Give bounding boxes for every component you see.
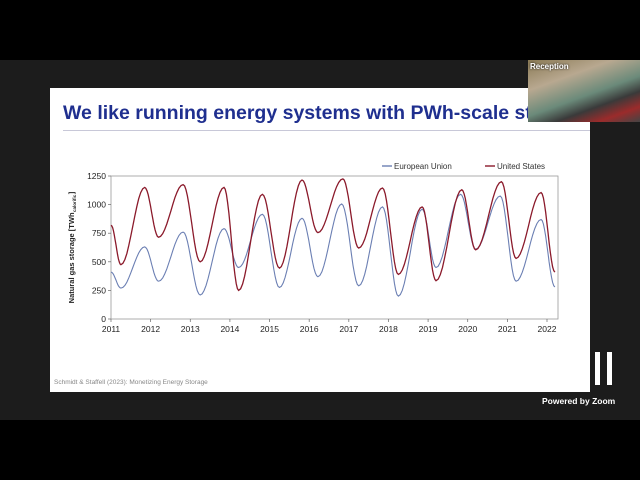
y-tick-label: 0	[101, 314, 106, 324]
legend-label: European Union	[394, 162, 452, 171]
x-tick-label: 2013	[181, 324, 200, 334]
x-tick-label: 2011	[102, 324, 121, 334]
x-tick-label: 2017	[339, 324, 358, 334]
x-tick-label: 2022	[538, 324, 557, 334]
y-tick-label: 1000	[87, 200, 106, 210]
series-line-european-union	[110, 193, 556, 297]
title-divider	[63, 130, 590, 131]
plot-area	[110, 175, 559, 320]
y-tick-label: 250	[92, 285, 106, 295]
x-tick-label: 2014	[220, 324, 239, 334]
participant-video-thumbnail[interactable]: Reception	[528, 60, 640, 122]
shared-slide: We like running energy systems with PWh-…	[50, 88, 590, 392]
y-axis-label-main: Natural gas storage [TWh	[67, 212, 76, 303]
y-tick-label: 1250	[87, 171, 106, 181]
gas-storage-chart: 0 250 500 750 1000 1250 2011 2012 2013 2014 2015 20…	[67, 162, 559, 334]
powered-by-zoom: Powered by Zoom	[542, 396, 616, 406]
y-axis-label-subscript: calorific	[72, 194, 77, 212]
x-tick-label: 2019	[419, 324, 438, 334]
x-tick-label: 2018	[379, 324, 398, 334]
legend-label: United States	[497, 162, 545, 171]
x-tick-label: 2015	[260, 324, 279, 334]
y-tick-label: 500	[92, 257, 106, 267]
slide-title: We like running energy systems with PWh-…	[63, 102, 563, 124]
y-axis-label-close: ]	[67, 191, 76, 194]
x-tick-label: 2016	[300, 324, 319, 334]
y-tick-label: 750	[92, 228, 106, 238]
x-tick-label: 2012	[141, 324, 160, 334]
x-tick-label: 2021	[498, 324, 517, 334]
slide-footer-citation: Schmidt & Staffell (2023): Monetizing En…	[54, 379, 208, 386]
x-tick-label: 2020	[458, 324, 477, 334]
series-line-united-states	[110, 178, 556, 292]
participant-name: Reception	[530, 62, 569, 71]
